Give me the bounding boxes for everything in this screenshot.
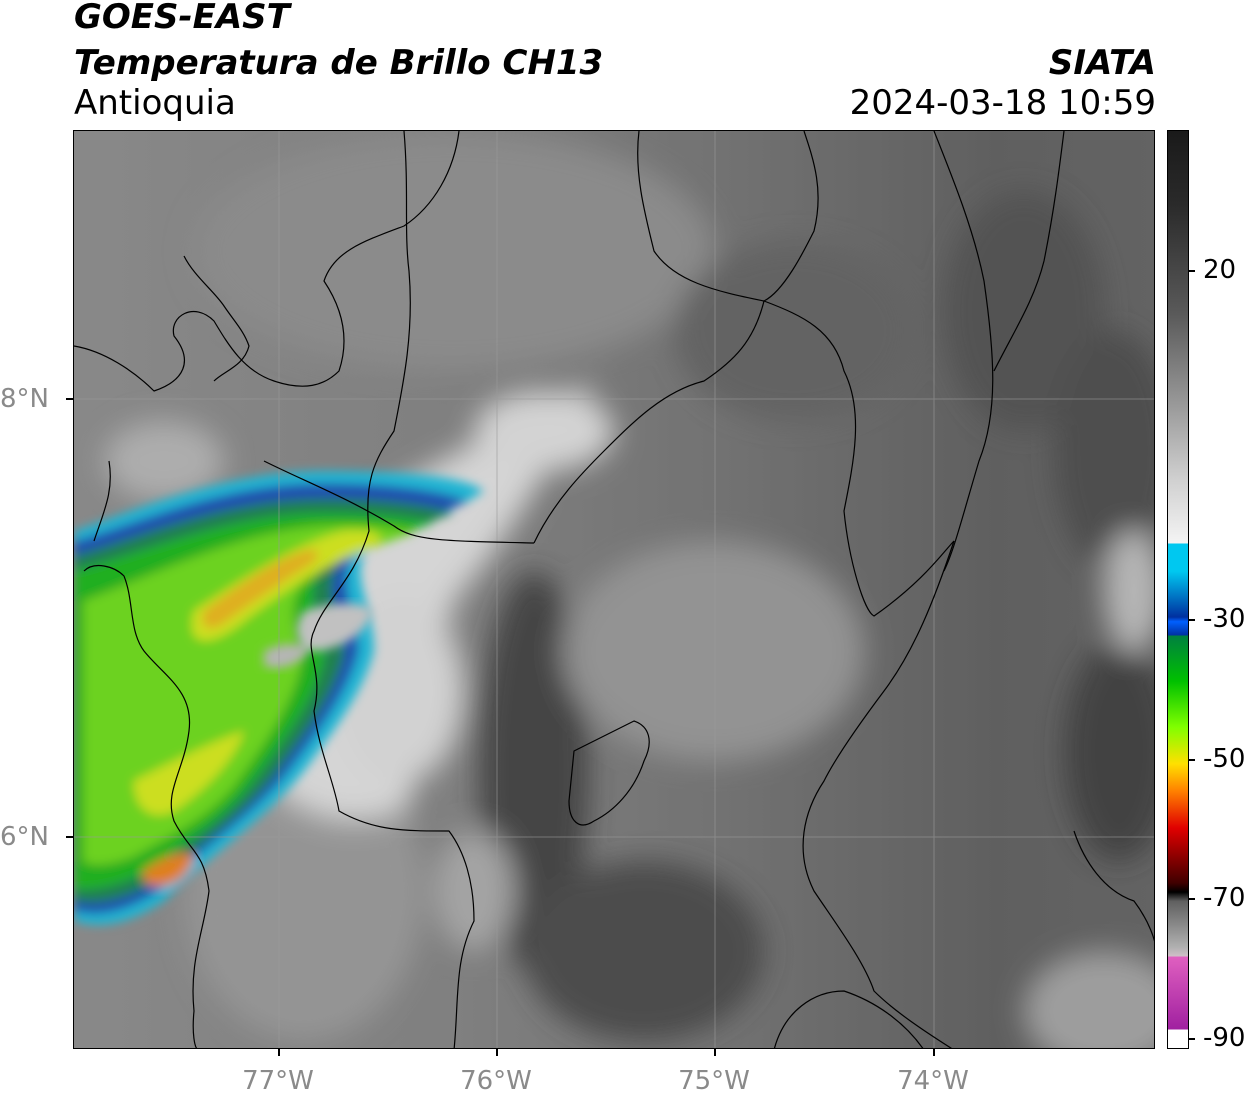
agency-label: SIATA [1048, 43, 1156, 83]
lat-tick [66, 836, 73, 838]
lon-label-75w: 75°W [678, 1066, 750, 1096]
lat-tick [66, 398, 73, 400]
satellite-title: GOES-EAST [74, 0, 290, 37]
lat-label-8n: 8°N [0, 384, 49, 414]
colorbar-tick [1188, 270, 1195, 272]
lat-label-6n: 6°N [0, 822, 49, 852]
lon-tick [278, 1049, 280, 1056]
colorbar-tick [1188, 759, 1195, 761]
colorbar-label-minus70: -70 [1203, 883, 1246, 913]
lon-label-77w: 77°W [242, 1066, 314, 1096]
lon-tick [714, 1049, 716, 1056]
region-label: Antioquia [74, 83, 236, 123]
colorbar-tick [1188, 1038, 1195, 1040]
colorbar-label-minus30: -30 [1203, 604, 1246, 634]
product-title: Temperatura de Brillo CH13 [74, 43, 604, 83]
datetime-label: 2024-03-18 10:59 [849, 83, 1156, 123]
colorbar-label-minus90: -90 [1203, 1023, 1246, 1053]
colorbar-label-20: 20 [1203, 255, 1237, 285]
boundaries [74, 131, 1154, 1048]
colorbar [1167, 130, 1189, 1049]
colorbar-tick [1188, 619, 1195, 621]
lon-tick [933, 1049, 935, 1056]
colorbar-tick [1188, 898, 1195, 900]
lon-label-76w: 76°W [460, 1066, 532, 1096]
colorbar-label-minus50: -50 [1203, 744, 1246, 774]
lon-tick [496, 1049, 498, 1056]
lon-label-74w: 74°W [897, 1066, 969, 1096]
map-canvas [74, 131, 1154, 1048]
satellite-map[interactable] [73, 130, 1155, 1049]
gridlines [74, 131, 1154, 1048]
